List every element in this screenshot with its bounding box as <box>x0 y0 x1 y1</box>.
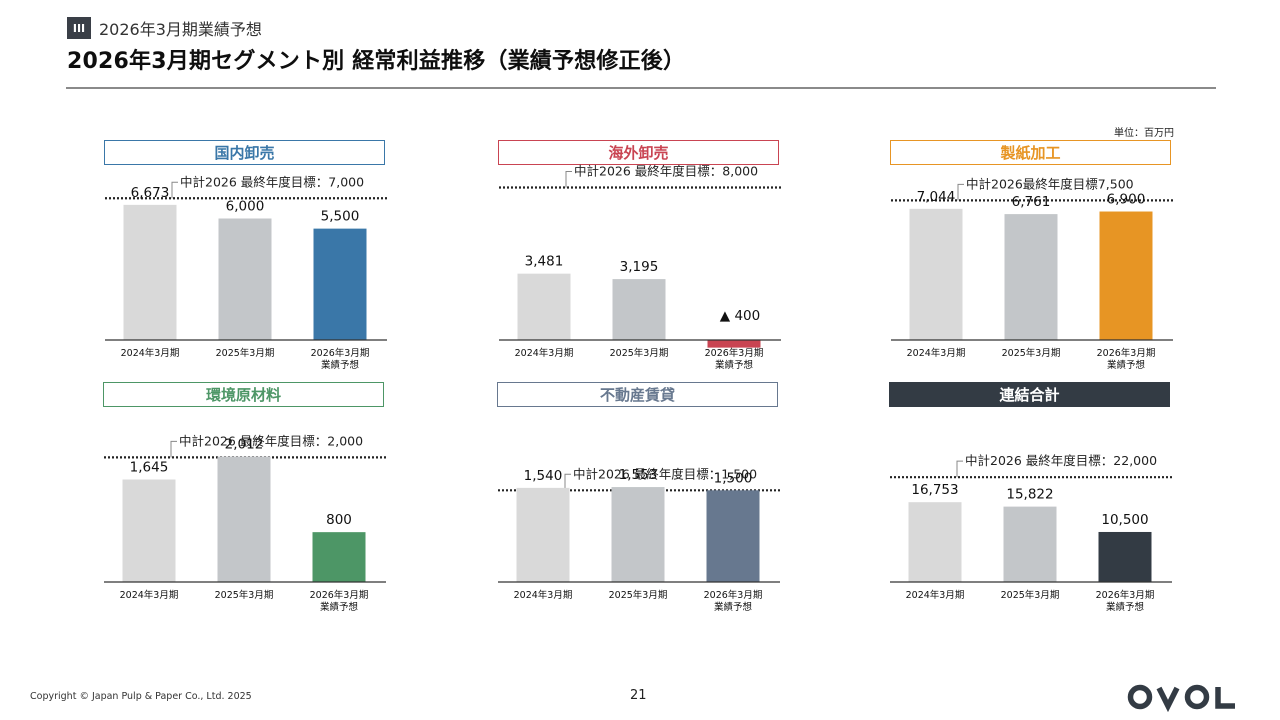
bar <box>517 273 571 340</box>
bar-value-label: ▲ 400 <box>720 308 760 324</box>
bar <box>1098 531 1152 582</box>
segment-panel-realestate: 不動産賃貸中計2026 最終年度目標：1,500 1,540 1,553 1,500 2… <box>495 382 795 622</box>
segment-title: 不動産賃貸 <box>497 382 778 407</box>
page-title: 2026年3月期セグメント別 経常利益推移（業績予想修正後） <box>67 49 686 74</box>
bar <box>1099 211 1153 340</box>
bar-chart: 中計2026 最終年度目標：2,000 1,645 2,012 800 2024年3月期… <box>104 433 386 613</box>
page-number: 21 <box>630 688 647 703</box>
bar-value-label: 7,044 <box>917 189 956 205</box>
bar-value-label: 16,753 <box>911 482 958 498</box>
bar-value-label: 6,761 <box>1012 194 1051 210</box>
bar <box>612 279 666 340</box>
category-label: 2024年3月期 <box>120 589 179 601</box>
target-label: 中計2026 最終年度目標：22,000 <box>965 453 1157 468</box>
category-label: 2025年3月期 <box>1002 347 1061 359</box>
bar <box>312 532 366 582</box>
bar <box>217 456 271 582</box>
target-leader-line <box>564 473 571 491</box>
bar <box>123 204 177 340</box>
segment-title: 製紙加工 <box>890 140 1171 165</box>
target-label: 中計2026 最終年度目標：2,000 <box>179 433 363 448</box>
bar-value-label: 800 <box>326 512 352 528</box>
category-label: 2025年3月期 <box>610 347 669 359</box>
category-label: 2024年3月期 <box>514 589 573 601</box>
category-label: 2026年3月期業績予想 <box>311 347 370 371</box>
bar-value-label: 3,195 <box>620 259 659 275</box>
bar-value-label: 6,900 <box>1107 192 1146 208</box>
bar-chart: 中計2026 最終年度目標：22,000 16,753 15,822 10,500 20… <box>890 453 1172 613</box>
bar-chart: 中計2026 最終年度目標：1,500 1,540 1,553 1,500 2024年3… <box>498 466 780 613</box>
bar-value-label: 3,481 <box>525 254 564 270</box>
bar <box>909 208 963 340</box>
category-label: 2025年3月期 <box>609 589 668 601</box>
segment-panel-overseas: 海外卸売 中計2026 最終年度目標：8,000 3,481 3,195 ▲ 400 20… <box>496 140 796 380</box>
target-label: 中計2026 最終年度目標：7,000 <box>180 174 364 189</box>
segment-title: 海外卸売 <box>498 140 779 165</box>
bar-chart: 中計2026最終年度目標7,500 7,044 6,761 6,900 2024年3月期… <box>891 176 1173 371</box>
bar-value-label: 1,540 <box>524 468 563 484</box>
target-label: 中計2026最終年度目標7,500 <box>966 176 1134 191</box>
bar <box>707 340 761 348</box>
category-label: 2026年3月期業績予想 <box>1097 347 1156 371</box>
category-label: 2024年3月期 <box>907 347 966 359</box>
category-label: 2026年3月期業績予想 <box>1096 589 1155 613</box>
ovol-logo-icon <box>1127 682 1239 716</box>
category-label: 2025年3月期 <box>1001 589 1060 601</box>
category-label: 2024年3月期 <box>515 347 574 359</box>
target-label: 中計2026 最終年度目標：8,000 <box>574 164 758 179</box>
category-label: 2026年3月期業績予想 <box>704 589 763 613</box>
bar <box>1004 214 1058 340</box>
bar <box>908 502 962 582</box>
category-label: 2026年3月期業績予想 <box>705 347 764 371</box>
segment-panel-consolidated: 連結合計中計2026 最終年度目標：22,000 16,753 15,822 10,5… <box>887 382 1187 622</box>
bar-value-label: 5,500 <box>321 209 360 225</box>
bar-value-label: 15,822 <box>1006 487 1053 503</box>
bar <box>218 218 272 340</box>
bar <box>313 228 367 340</box>
category-label: 2026年3月期業績予想 <box>310 589 369 613</box>
bar-value-label: 2,012 <box>225 437 264 453</box>
section-tag: III 2026年3月期業績予想 <box>67 16 262 40</box>
bar-value-label: 10,500 <box>1101 512 1148 528</box>
bar-chart: 中計2026 最終年度目標：8,000 3,481 3,195 ▲ 400 2024年3… <box>499 164 781 371</box>
bar <box>1003 506 1057 582</box>
target-label: 中計2026 最終年度目標：1,500 <box>573 466 757 481</box>
bar-value-label: 6,000 <box>226 199 265 215</box>
category-label: 2025年3月期 <box>216 347 275 359</box>
segment-panel-environment: 環境原材料中計2026 最終年度目標：2,000 1,645 2,012 800 202… <box>101 382 401 622</box>
category-label: 2025年3月期 <box>215 589 274 601</box>
unit-label: 単位：百万円 <box>1114 128 1174 139</box>
category-label: 2024年3月期 <box>906 589 965 601</box>
segment-panel-domestic: 国内卸売中計2026 最終年度目標：7,000 6,673 6,000 5,500 20… <box>102 140 402 380</box>
bar-chart: 中計2026 最終年度目標：7,000 6,673 6,000 5,500 2024年3… <box>105 174 387 371</box>
section-label: 2026年3月期業績予想 <box>99 20 262 39</box>
target-leader-line <box>565 171 572 188</box>
target-leader-line <box>171 181 178 199</box>
segment-title: 環境原材料 <box>103 382 384 407</box>
bar <box>122 479 176 582</box>
bar <box>611 487 665 582</box>
bar <box>706 490 760 582</box>
target-leader-line <box>170 440 177 458</box>
copyright-text: Copyright © Japan Pulp & Paper Co., Ltd.… <box>30 691 252 702</box>
bar <box>516 487 570 582</box>
category-label: 2024年3月期 <box>121 347 180 359</box>
bar-value-label: 6,673 <box>131 185 170 201</box>
bar-value-label: 1,553 <box>619 467 658 483</box>
segment-panel-paper: 製紙加工中計2026最終年度目標7,500 7,044 6,761 6,900 2024… <box>888 140 1188 380</box>
title-divider <box>66 87 1216 89</box>
segment-title: 国内卸売 <box>104 140 385 165</box>
target-leader-line <box>957 183 964 201</box>
bar-value-label: 1,500 <box>714 470 753 486</box>
section-number-icon: III <box>67 17 91 39</box>
target-leader-line <box>956 460 963 478</box>
bar-value-label: 1,645 <box>130 460 169 476</box>
segment-title: 連結合計 <box>889 382 1170 407</box>
